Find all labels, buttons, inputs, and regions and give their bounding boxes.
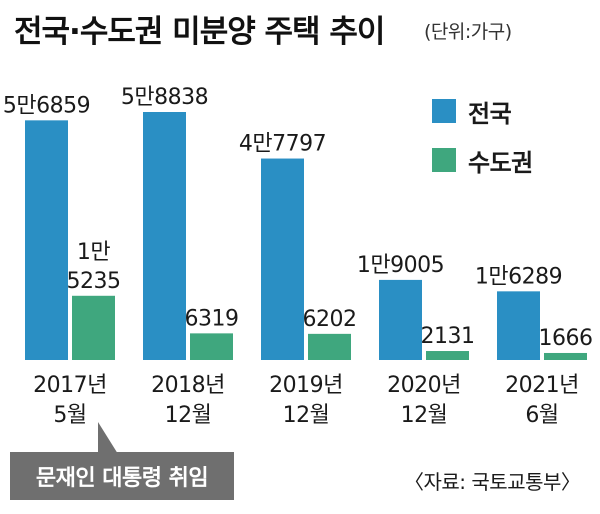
legend-label-nationwide: 전국 bbox=[468, 99, 512, 128]
bar-capital bbox=[426, 351, 469, 360]
chart-title: 전국·수도권 미분양 주택 추이 bbox=[14, 14, 385, 50]
bar-capital bbox=[190, 333, 233, 360]
data-label-nationwide: 4만7797 bbox=[239, 132, 326, 157]
category-label: 2018년 bbox=[151, 373, 225, 398]
data-label-nationwide: 5만6859 bbox=[3, 93, 90, 118]
bar-capital bbox=[72, 295, 115, 360]
legend-label-capital: 수도권 bbox=[468, 148, 533, 177]
category-label: 2021년 bbox=[505, 373, 579, 398]
bar-nationwide bbox=[261, 158, 304, 360]
legend-swatch-capital bbox=[432, 148, 456, 172]
data-label-capital: 5235 bbox=[67, 269, 121, 294]
category-label: 2020년 bbox=[387, 373, 461, 398]
annotation-pointer bbox=[98, 422, 118, 454]
bar-capital bbox=[308, 333, 351, 360]
data-label-capital: 2131 bbox=[421, 324, 475, 349]
annotation-box: 문재인 대통령 취임 bbox=[10, 452, 234, 500]
bar-nationwide bbox=[497, 291, 540, 360]
source-label: 〈자료: 국토교통부〉 bbox=[404, 470, 581, 494]
category-label: 2019년 bbox=[269, 373, 343, 398]
data-label-capital: 6319 bbox=[185, 306, 239, 331]
data-label-nationwide: 5만8838 bbox=[121, 85, 208, 110]
legend-item-capital: 수도권 bbox=[432, 145, 533, 177]
data-label-nationwide: 1만6289 bbox=[475, 264, 562, 289]
category-label: 5월 bbox=[53, 403, 86, 428]
legend-item-nationwide: 전국 bbox=[432, 96, 512, 128]
category-label: 2017년 bbox=[33, 373, 107, 398]
category-label: 6월 bbox=[525, 403, 558, 428]
data-label-nationwide: 1만9005 bbox=[357, 253, 444, 278]
bar-nationwide bbox=[25, 120, 68, 360]
legend-swatch-nationwide bbox=[432, 99, 456, 123]
bar-nationwide bbox=[143, 112, 186, 360]
category-label: 12월 bbox=[165, 403, 212, 428]
data-label-capital: 1만 bbox=[77, 240, 110, 265]
unit-label: (단위:가구) bbox=[424, 21, 512, 43]
bar-nationwide bbox=[379, 279, 422, 360]
category-label: 12월 bbox=[283, 403, 330, 428]
data-label-capital: 1666 bbox=[539, 326, 593, 351]
data-label-capital: 6202 bbox=[303, 307, 357, 332]
category-label: 12월 bbox=[401, 403, 448, 428]
bar-capital bbox=[544, 352, 587, 360]
